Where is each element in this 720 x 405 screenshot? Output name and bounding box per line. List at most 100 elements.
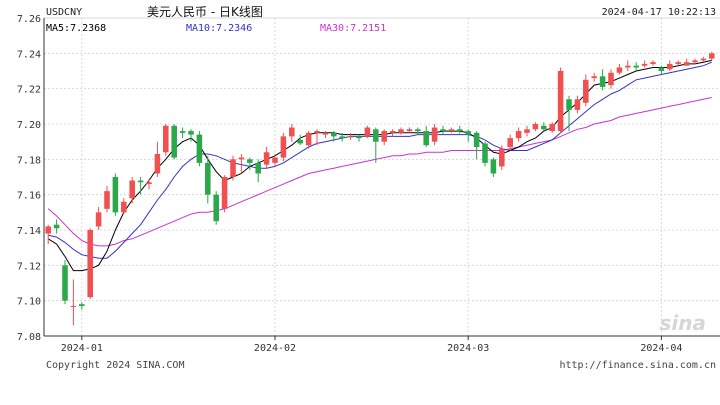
candle [356, 134, 362, 142]
candle-body [272, 157, 278, 163]
candle-body [305, 132, 312, 146]
ma30-path [47, 97, 712, 247]
candle [373, 127, 379, 163]
candle [45, 224, 51, 245]
candle [263, 146, 270, 169]
y-tick-label: 7.08 [17, 332, 41, 343]
candle [389, 129, 396, 137]
candle [79, 302, 85, 310]
candle-body [650, 62, 656, 64]
candle [490, 157, 497, 177]
candle-body [179, 131, 186, 133]
x-tick-label: 2024-02 [254, 343, 296, 354]
candle-body [104, 191, 110, 209]
candle [591, 72, 597, 82]
candle-body [263, 152, 270, 165]
candle [146, 178, 152, 190]
candle [322, 131, 329, 139]
ma30-line [47, 97, 712, 247]
candle-body [95, 212, 102, 227]
candle [507, 134, 513, 151]
ma30-legend: MA30:7.2151 [320, 23, 386, 34]
ma10-line [48, 61, 712, 259]
candle [583, 74, 589, 107]
candle-body [364, 127, 371, 137]
candle [406, 127, 413, 133]
candle-body [709, 53, 715, 59]
candle-body [221, 177, 228, 209]
candle-body [322, 132, 329, 135]
candle [154, 141, 161, 177]
x-axis: 2024-01 2024-02 2024-03 2024-04 [44, 335, 720, 354]
candle [650, 60, 656, 66]
ma5-path [47, 59, 712, 272]
candle [515, 127, 522, 142]
candle-body [423, 131, 429, 146]
candle [163, 124, 169, 156]
y-tick-label: 7.18 [17, 155, 41, 166]
candle [53, 219, 60, 234]
candle [179, 127, 186, 139]
candle-body [515, 131, 522, 139]
candle [70, 279, 77, 326]
chart-grid [44, 17, 720, 337]
candle [549, 122, 555, 133]
candle-body [213, 194, 219, 222]
candle-body [457, 129, 463, 132]
candle [230, 155, 236, 181]
source-url: http://finance.sina.com.cn [559, 360, 716, 371]
candle-body [700, 58, 707, 61]
candle [616, 63, 623, 75]
candle-body [692, 60, 698, 63]
candle [667, 60, 673, 71]
candle [541, 122, 547, 132]
candle [121, 198, 127, 215]
candle-body [314, 131, 320, 133]
candle [280, 132, 287, 162]
y-tick-label: 7.22 [17, 85, 41, 96]
candle [524, 125, 530, 137]
candle-body [667, 63, 673, 70]
candle [625, 60, 631, 71]
candle [314, 129, 320, 146]
chart-datetime: 2024-04-17 10:22:13 [602, 7, 716, 18]
candle [297, 134, 303, 146]
candle [305, 131, 312, 149]
candle-body [381, 131, 387, 142]
candle-body [583, 79, 589, 103]
ma5-legend: MA5:7.2368 [46, 23, 106, 34]
candle-body [70, 305, 77, 307]
candle [692, 58, 698, 64]
candle-body [230, 159, 236, 177]
candle-body [389, 131, 396, 133]
candle-body [415, 129, 421, 132]
candle [633, 62, 639, 71]
candle-body [566, 99, 572, 110]
candle-body [507, 138, 513, 147]
candle [532, 122, 539, 132]
candle-body [297, 139, 303, 144]
candle-body [62, 265, 68, 301]
candle [339, 132, 345, 142]
candle [238, 154, 245, 174]
candle-body [473, 132, 480, 147]
candle-body [356, 136, 362, 139]
candle-body [247, 159, 253, 163]
candle [381, 129, 387, 146]
candle [473, 131, 480, 160]
candle-body [45, 226, 51, 234]
candle-body [625, 65, 631, 68]
candle [62, 260, 68, 305]
candle-body [541, 125, 547, 130]
candles [45, 51, 715, 326]
candle-body [431, 127, 438, 142]
candle-body [490, 159, 497, 174]
candle-body [448, 129, 455, 132]
candle-body [499, 148, 505, 167]
ma10-path [48, 61, 712, 259]
candle-body [608, 72, 614, 86]
candle [112, 173, 119, 216]
candle-body [255, 162, 261, 174]
candle-body [683, 62, 690, 66]
candle [557, 67, 564, 133]
